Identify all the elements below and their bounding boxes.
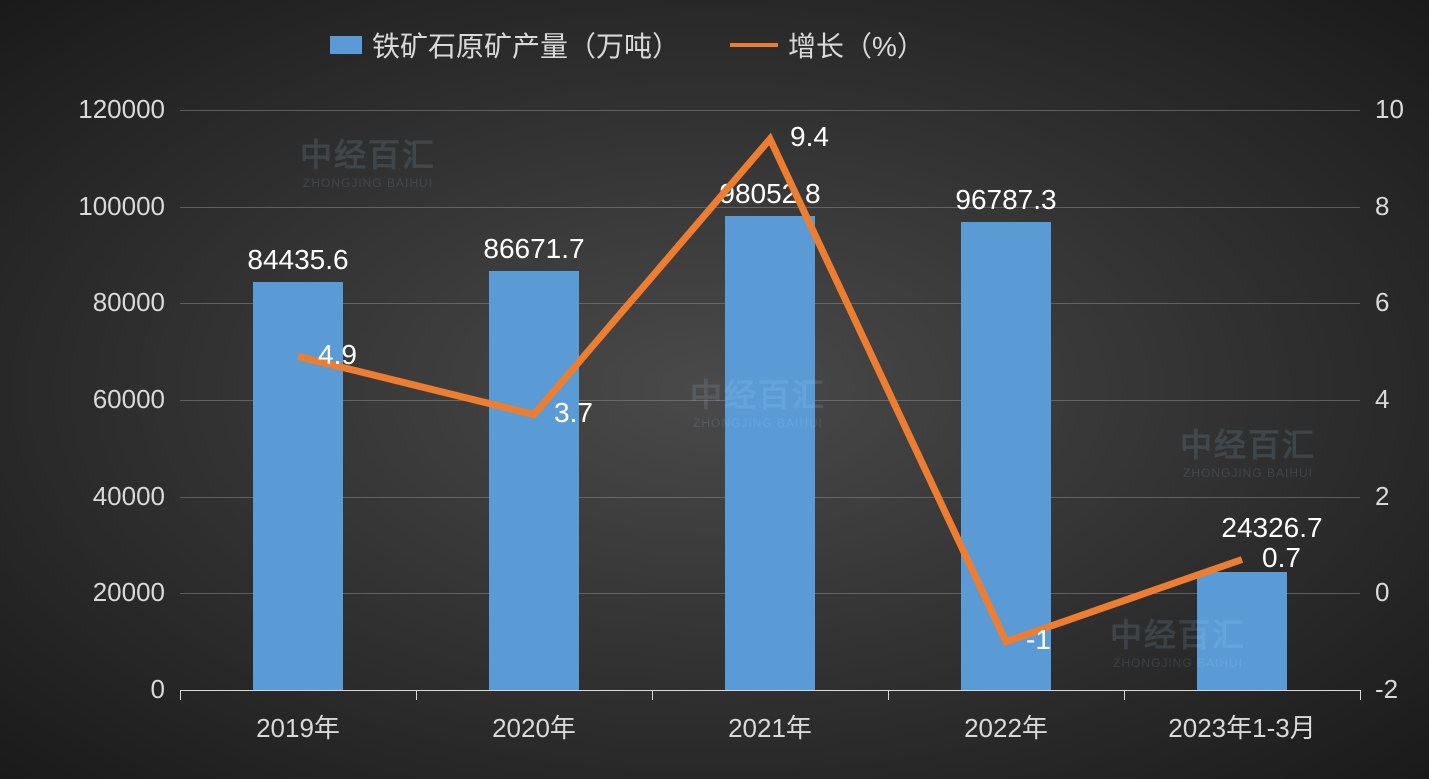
- line-data-label: 3.7: [554, 397, 593, 429]
- legend-swatch-bar: [330, 36, 362, 54]
- line-layer: [0, 0, 1429, 779]
- line-data-label: 0.7: [1262, 542, 1301, 574]
- line-data-label: -1: [1026, 624, 1051, 656]
- legend-swatch-line: [730, 43, 778, 47]
- line-data-label: 4.9: [318, 339, 357, 371]
- legend-label-line: 增长（%）: [788, 25, 925, 65]
- growth-line: [298, 139, 1242, 642]
- chart-root: 020000400006000080000100000120000-202468…: [0, 0, 1429, 779]
- line-data-label: 9.4: [790, 121, 829, 153]
- legend: 铁矿石原矿产量（万吨） 增长（%）: [330, 25, 925, 65]
- legend-label-bar: 铁矿石原矿产量（万吨）: [372, 25, 680, 65]
- legend-item-line: 增长（%）: [730, 25, 925, 65]
- legend-item-bar: 铁矿石原矿产量（万吨）: [330, 25, 680, 65]
